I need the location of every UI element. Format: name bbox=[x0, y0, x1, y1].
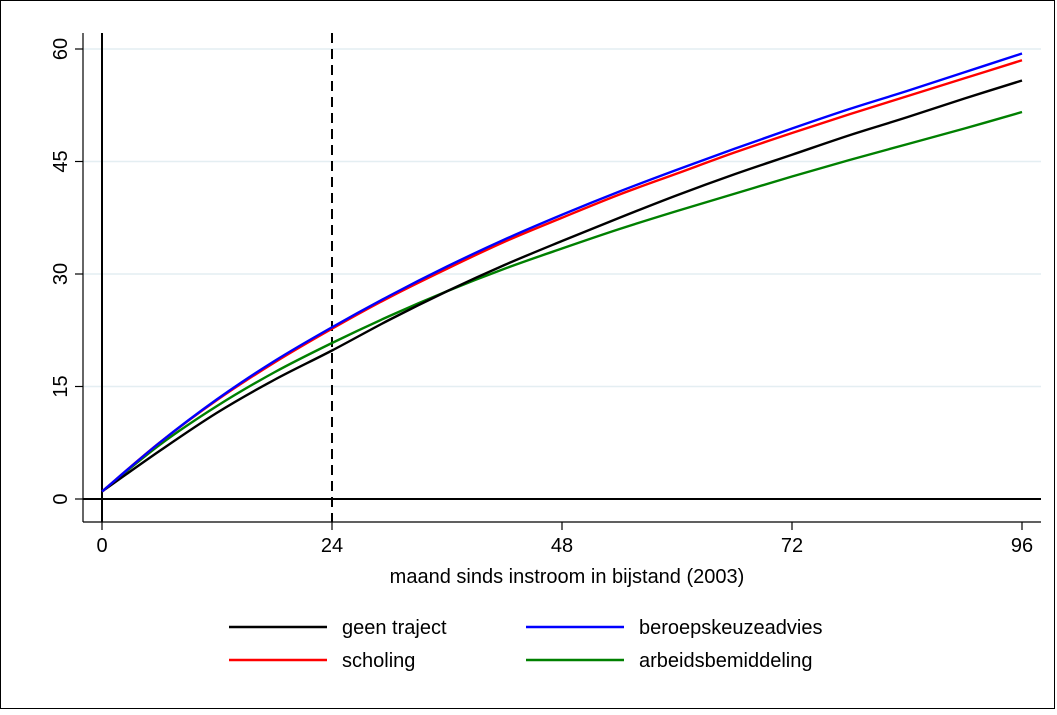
x-tick-label-1: 24 bbox=[321, 535, 343, 557]
series-line-beroepskeuzeadvies bbox=[101, 52, 1023, 493]
legend-label-arbeidsbemiddeling: arbeidsbemiddeling bbox=[639, 650, 812, 672]
y-tick-label-0: 0 bbox=[50, 493, 72, 504]
gridlines bbox=[83, 48, 1041, 500]
legend-label-beroepskeuzeadvies: beroepskeuzeadvies bbox=[639, 617, 822, 639]
x-axis-label: maand sinds instroom in bijstand (2003) bbox=[390, 566, 745, 588]
series-line-arbeidsbemiddeling bbox=[101, 110, 1023, 493]
y-tick-label-4: 60 bbox=[50, 38, 72, 60]
legend: geen traject beroepskeuzeadvies scholing ar… bbox=[229, 617, 822, 672]
y-tick-label-2: 30 bbox=[50, 263, 72, 285]
x-tick-label-3: 72 bbox=[781, 535, 803, 557]
y-tick-label-1: 15 bbox=[50, 375, 72, 397]
legend-label-scholing: scholing bbox=[342, 650, 415, 672]
series-line-geen-traject bbox=[101, 79, 1023, 493]
x-tick-label-0: 0 bbox=[96, 535, 107, 557]
x-tick-label-4: 96 bbox=[1011, 535, 1033, 557]
x-tick-label-2: 48 bbox=[551, 535, 573, 557]
y-tick-label-3: 45 bbox=[50, 150, 72, 172]
axes: 0 15 30 45 60 0 24 48 72 96 bbox=[50, 33, 1041, 557]
series-lines bbox=[101, 52, 1023, 493]
legend-label-geen-traject: geen traject bbox=[342, 617, 447, 639]
